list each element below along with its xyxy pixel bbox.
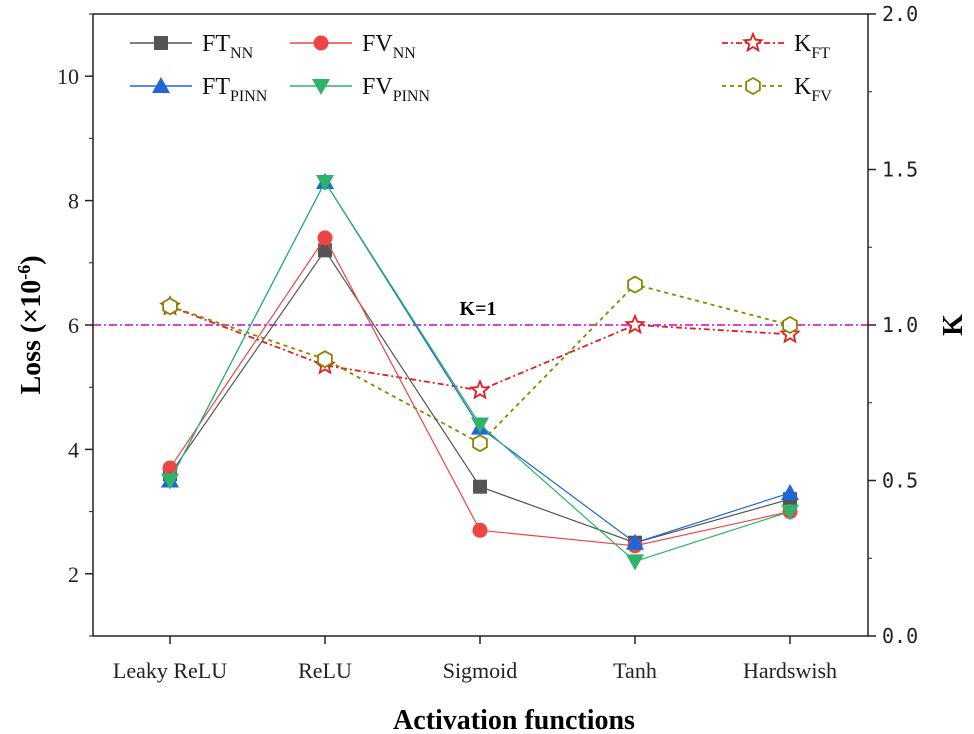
y-tick-label-right: 1.0	[882, 313, 918, 337]
x-axis-title: Activation functions	[393, 705, 635, 734]
point-k-fv	[782, 315, 798, 335]
legend-item-fv-nn: FVNN	[290, 31, 416, 62]
point-ft-nn	[318, 243, 332, 258]
point-k-fv	[162, 297, 178, 316]
y-tick-label-right: 1.5	[882, 158, 918, 182]
point-ft-nn	[473, 479, 487, 494]
point-fv-pinn	[316, 174, 334, 191]
legend-marker	[312, 79, 330, 95]
legend-label: KFT	[794, 31, 830, 62]
point-ft-pinn	[626, 533, 644, 550]
x-tick-label: Leaky ReLU	[113, 658, 227, 683]
y-tick-label-left: 10	[57, 64, 79, 89]
point-fv-pinn	[626, 554, 644, 571]
y-tick-label-left: 2	[68, 562, 79, 587]
point-k-fv	[472, 434, 488, 453]
point-fv-pinn	[471, 417, 489, 434]
y-tick-label-right: 0.0	[882, 624, 918, 648]
legend-label: FVPINN	[362, 74, 430, 105]
point-k-ft	[469, 378, 491, 400]
point-ft-pinn	[781, 483, 799, 500]
y-tick-label-left: 4	[68, 437, 79, 462]
reference-line-label: K=1	[460, 298, 497, 320]
y-axis-title-right: K	[938, 314, 969, 336]
point-fv-pinn	[161, 473, 179, 490]
legend-item-k-fv: KFV	[722, 74, 832, 105]
legend-item-ft-pinn: FTPINN	[130, 74, 268, 105]
point-k-ft	[624, 313, 646, 335]
legend-label: FTPINN	[202, 74, 268, 105]
point-fv-nn	[162, 460, 178, 476]
legend-marker	[313, 35, 329, 51]
legend-label: FVNN	[362, 31, 416, 62]
legend-marker	[152, 77, 170, 93]
y-tick-label-right: 2.0	[882, 2, 918, 26]
y-tick-label-right: 0.5	[882, 469, 918, 493]
legend-item-ft-nn: FTNN	[130, 31, 254, 62]
point-fv-pinn	[781, 504, 799, 521]
point-k-fv	[627, 275, 643, 294]
x-tick-label: Tanh	[613, 658, 657, 683]
legend-marker	[154, 36, 168, 50]
point-k-fv	[317, 350, 333, 369]
legend-marker	[742, 31, 764, 53]
y-tick-label-left: 8	[68, 189, 79, 214]
y-axis-title-left: Loss (×10-6)	[14, 255, 47, 394]
x-tick-label: ReLU	[298, 658, 352, 683]
legend-item-k-ft: KFT	[722, 31, 830, 62]
point-fv-nn	[317, 230, 333, 246]
legend-label: KFV	[794, 74, 832, 105]
y-tick-label-left: 6	[68, 313, 79, 338]
legend-item-fv-pinn: FVPINN	[290, 74, 430, 105]
legend-label: FTNN	[202, 31, 254, 62]
series-line-ft-nn	[169, 249, 791, 544]
series-line-fv-pinn	[169, 180, 791, 563]
x-tick-label: Sigmoid	[443, 658, 518, 683]
x-tick-label: Hardswish	[743, 658, 837, 683]
point-fv-nn	[472, 522, 488, 538]
legend-marker	[745, 76, 761, 96]
